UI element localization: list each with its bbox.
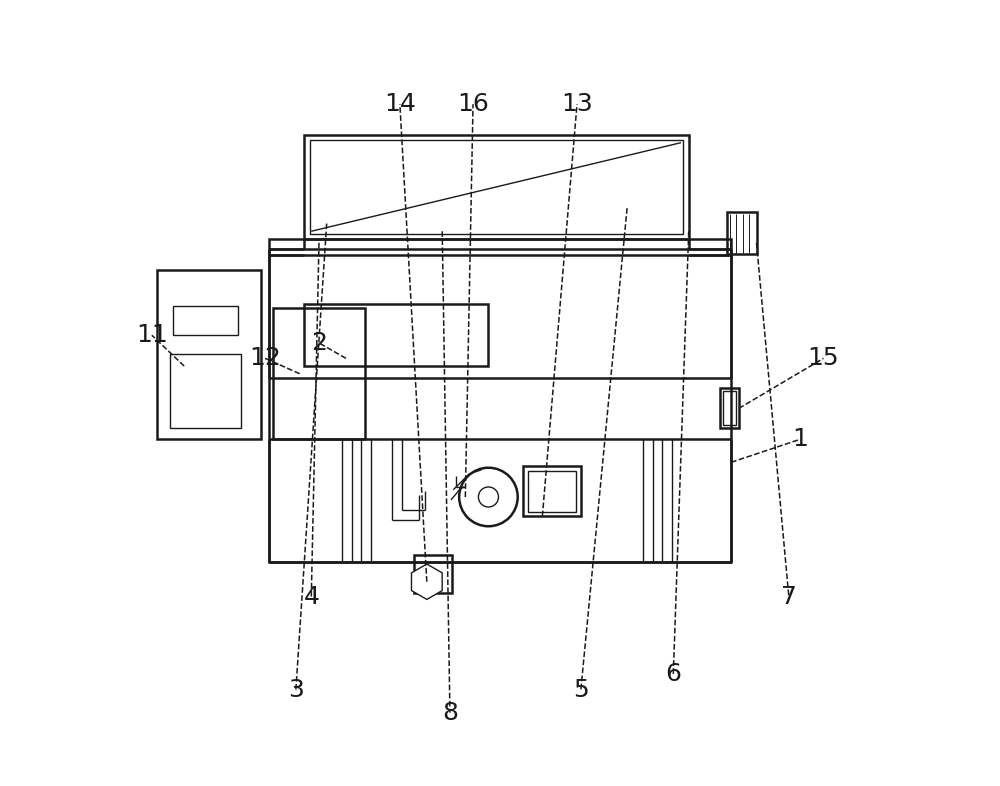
Circle shape	[459, 468, 518, 527]
Bar	[304, 135, 689, 239]
Polygon shape	[411, 564, 442, 600]
Text: 3: 3	[288, 678, 304, 702]
Bar	[173, 306, 238, 335]
Text: 12: 12	[249, 347, 281, 370]
Text: 7: 7	[781, 585, 797, 609]
Bar	[170, 354, 241, 428]
Bar	[269, 239, 731, 563]
Text: 4: 4	[303, 585, 319, 609]
Bar	[414, 555, 452, 593]
Text: 5: 5	[573, 678, 589, 702]
Bar	[523, 466, 581, 516]
Bar	[727, 212, 757, 255]
Bar	[720, 387, 739, 428]
Bar	[157, 270, 261, 439]
Bar	[528, 471, 576, 512]
Bar	[304, 304, 488, 366]
Bar	[273, 308, 365, 439]
Bar	[723, 391, 736, 424]
Text: 6: 6	[665, 662, 681, 686]
Circle shape	[478, 487, 498, 507]
Text: 16: 16	[457, 92, 489, 116]
Text: 13: 13	[561, 92, 593, 116]
Text: 8: 8	[442, 700, 458, 725]
Text: 1: 1	[792, 428, 808, 451]
Text: 15: 15	[808, 347, 839, 370]
Bar	[310, 140, 683, 234]
Text: 11: 11	[136, 323, 168, 347]
Text: 14: 14	[384, 92, 416, 116]
Text: 2: 2	[311, 331, 327, 355]
